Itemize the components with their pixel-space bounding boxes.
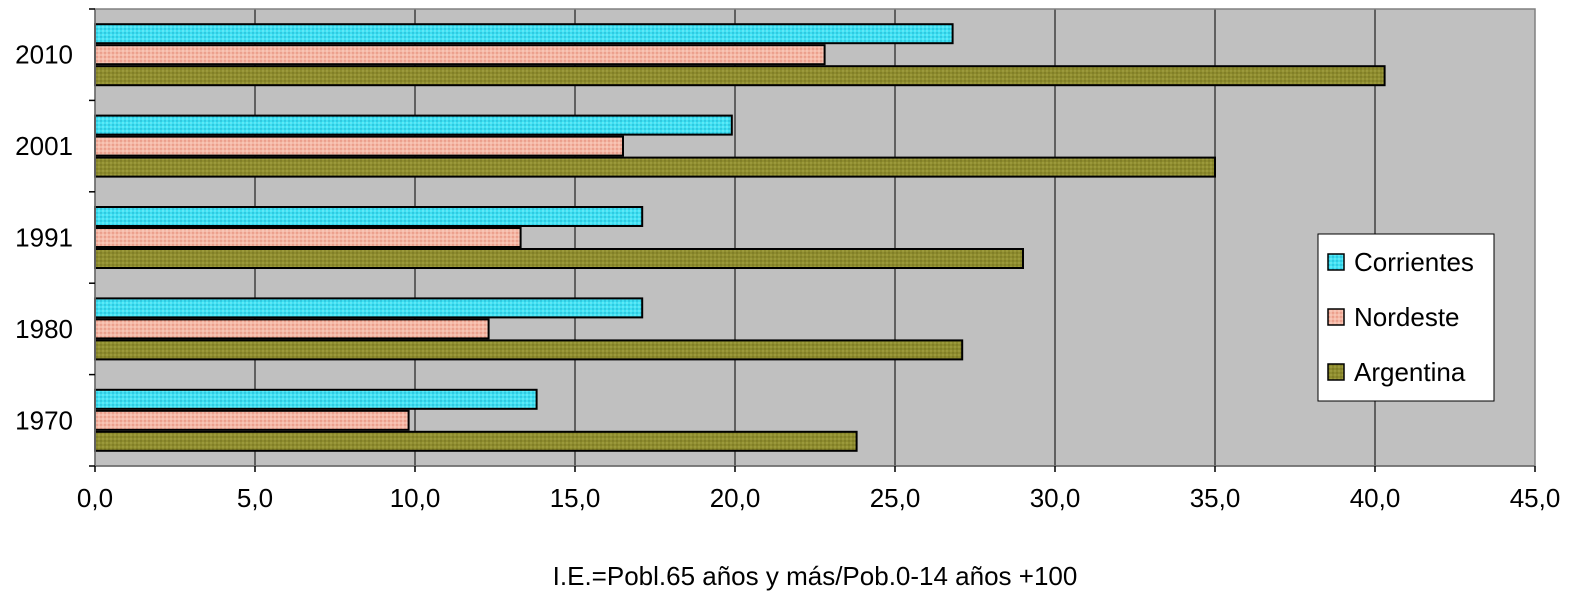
bar-corrientes-2010 bbox=[94, 23, 954, 45]
x-tick-label: 40,0 bbox=[1350, 483, 1401, 513]
legend-label-argentina: Argentina bbox=[1354, 357, 1466, 387]
x-axis-label: I.E.=Pobl.65 años y más/Pob.0-14 años +1… bbox=[553, 561, 1078, 591]
bar-corrientes-1970 bbox=[94, 388, 538, 410]
x-tick-label: 15,0 bbox=[550, 483, 601, 513]
y-tick-label: 1970 bbox=[15, 405, 73, 435]
legend-label-nordeste: Nordeste bbox=[1354, 302, 1460, 332]
y-tick-label: 2010 bbox=[15, 40, 73, 70]
bar-argentina-1991 bbox=[94, 248, 1024, 269]
bar-nordeste-2010 bbox=[94, 44, 826, 66]
bars bbox=[94, 23, 1386, 452]
x-tick-label: 20,0 bbox=[710, 483, 761, 513]
x-tick-label: 0,0 bbox=[77, 483, 113, 513]
bar-nordeste-1970 bbox=[94, 409, 410, 431]
legend-swatch-corrientes bbox=[1327, 253, 1345, 271]
legend-label-corrientes: Corrientes bbox=[1354, 247, 1474, 277]
y-tick-label: 1991 bbox=[15, 223, 73, 253]
legend-swatch-nordeste bbox=[1327, 308, 1345, 326]
x-tick-label: 5,0 bbox=[237, 483, 273, 513]
x-tick-label: 30,0 bbox=[1030, 483, 1081, 513]
x-tick-label: 25,0 bbox=[870, 483, 921, 513]
bar-corrientes-2001 bbox=[94, 114, 733, 136]
bar-nordeste-1991 bbox=[94, 227, 522, 248]
x-axis-ticks: 0,0 5,0 10,0 15,0 20,0 25,0 30,0 35,0 40,0 45,0 bbox=[77, 466, 1560, 513]
legend-swatch-argentina bbox=[1327, 363, 1345, 381]
y-tick-label: 2001 bbox=[15, 131, 73, 161]
plot-border bbox=[94, 8, 1536, 467]
bar-argentina-1970 bbox=[94, 430, 858, 452]
y-axis-ticks: 1970 1980 1991 2001 2010 bbox=[15, 8, 95, 467]
bar-argentina-2001 bbox=[94, 156, 1216, 178]
x-tick-label: 35,0 bbox=[1190, 483, 1241, 513]
legend-box bbox=[1317, 233, 1495, 402]
bar-argentina-1980 bbox=[94, 339, 964, 361]
bar-corrientes-1980 bbox=[94, 297, 644, 319]
x-tick-label: 45,0 bbox=[1510, 483, 1561, 513]
bar-nordeste-2001 bbox=[94, 135, 624, 157]
bar-argentina-2010 bbox=[94, 65, 1386, 87]
y-tick-label: 1980 bbox=[15, 314, 73, 344]
bar-corrientes-1991 bbox=[94, 206, 644, 227]
x-tick-label: 10,0 bbox=[390, 483, 441, 513]
bar-nordeste-1980 bbox=[94, 318, 490, 340]
legend: Corrientes Nordeste Argentina bbox=[1317, 233, 1495, 402]
